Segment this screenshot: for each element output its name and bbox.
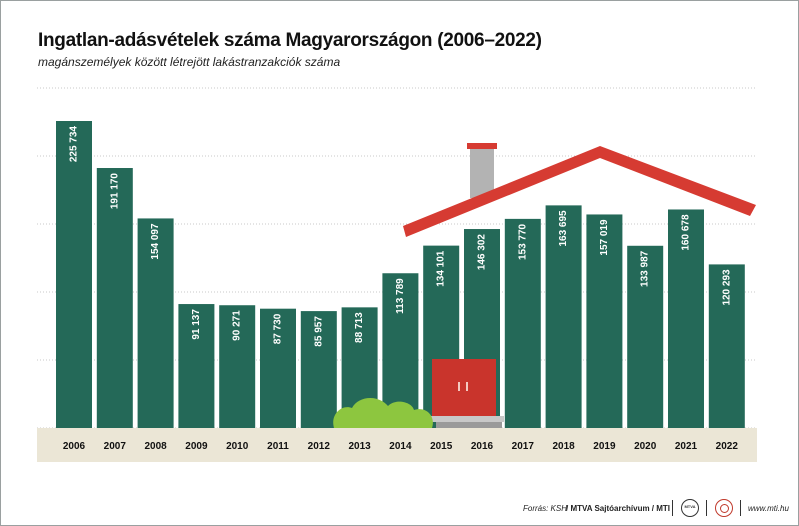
- bar: [586, 214, 623, 428]
- bar: [504, 218, 541, 428]
- bar-value-label: 120 293: [721, 269, 732, 306]
- house-decoration: [403, 143, 756, 237]
- door-handle-shape: [466, 382, 468, 391]
- x-tick-label: 2006: [63, 441, 86, 452]
- bar: [96, 168, 133, 429]
- bar-value-label: 90 271: [232, 310, 243, 341]
- footer: Forrás: KSH / MTVA Sajtóarchívum / MTI w…: [0, 498, 799, 518]
- bar-value-label: 88 713: [354, 312, 365, 343]
- footer-divider: [672, 500, 673, 516]
- x-tick-label: 2020: [634, 441, 657, 452]
- bar-value-label: 87 730: [273, 313, 284, 344]
- bar-value-label: 91 137: [191, 309, 202, 340]
- bar: [708, 264, 745, 428]
- mti-logo-icon: [715, 499, 733, 517]
- x-tick-label: 2019: [593, 441, 616, 452]
- roof-shape: [403, 146, 756, 237]
- bar: [300, 311, 337, 428]
- x-tick-label: 2013: [348, 441, 371, 452]
- bar-value-label: 154 097: [150, 223, 161, 260]
- bar: [56, 121, 92, 428]
- credit-text: / MTVA Sajtóarchívum / MTI: [566, 504, 671, 513]
- x-tick-label: 2018: [552, 441, 575, 452]
- step-shape: [426, 416, 504, 422]
- door-handle-shape: [458, 382, 460, 391]
- bar: [545, 205, 582, 428]
- x-tick-label: 2017: [512, 441, 535, 452]
- chimney-shape: [470, 148, 494, 198]
- x-tick-label: 2021: [675, 441, 698, 452]
- site-link[interactable]: www.mti.hu: [748, 504, 789, 513]
- bar: [137, 218, 174, 428]
- bar: [178, 304, 215, 428]
- bar-value-label: 157 019: [599, 219, 610, 256]
- x-axis-band: [37, 428, 757, 462]
- step-shape: [436, 422, 502, 428]
- house-front-decoration: [333, 359, 504, 428]
- x-tick-label: 2015: [430, 441, 453, 452]
- bar-value-label: 113 789: [395, 278, 406, 314]
- x-tick-label: 2014: [389, 441, 412, 452]
- mtva-logo-icon: [681, 499, 699, 517]
- chart-title: Ingatlan-adásvételek száma Magyarországo…: [38, 30, 542, 51]
- x-axis-labels: 2006 2007 2008 2009 2010 2011 2012 2013 2014 2015…: [63, 441, 738, 452]
- bar-value-label: 146 302: [477, 234, 488, 271]
- footer-divider: [740, 500, 741, 516]
- x-tick-label: 2012: [308, 441, 331, 452]
- bar-value-label: 153 770: [517, 223, 528, 260]
- x-tick-label: 2010: [226, 441, 249, 452]
- chart-subtitle: magánszemélyek között létrejött lakástra…: [38, 55, 341, 69]
- bar-value-label: 134 101: [436, 250, 447, 287]
- chimney-cap-shape: [467, 143, 497, 149]
- bars: 225 734 191 170 154 097 91 137 90 271 87 730 8…: [56, 121, 745, 429]
- x-tick-label: 2009: [185, 441, 208, 452]
- bar-value-label: 160 678: [681, 214, 692, 251]
- x-tick-label: 2011: [267, 441, 289, 452]
- door-shape: [432, 359, 496, 416]
- bar: [219, 305, 256, 428]
- bar-value-label: 163 695: [558, 210, 569, 247]
- footer-divider: [706, 500, 707, 516]
- x-tick-label: 2007: [104, 441, 127, 452]
- bar: [260, 308, 296, 428]
- bush-shape: [333, 397, 433, 428]
- x-tick-label: 2016: [471, 441, 494, 452]
- source-text: Forrás: KSH: [523, 504, 568, 513]
- bar-value-label: 85 957: [313, 316, 324, 347]
- bar: [627, 245, 664, 428]
- bar: [668, 209, 704, 428]
- bar-value-label: 191 170: [109, 173, 120, 210]
- x-tick-label: 2022: [716, 441, 739, 452]
- x-tick-label: 2008: [144, 441, 167, 452]
- bar-value-label: 225 734: [69, 126, 80, 163]
- bar-value-label: 133 987: [640, 250, 651, 287]
